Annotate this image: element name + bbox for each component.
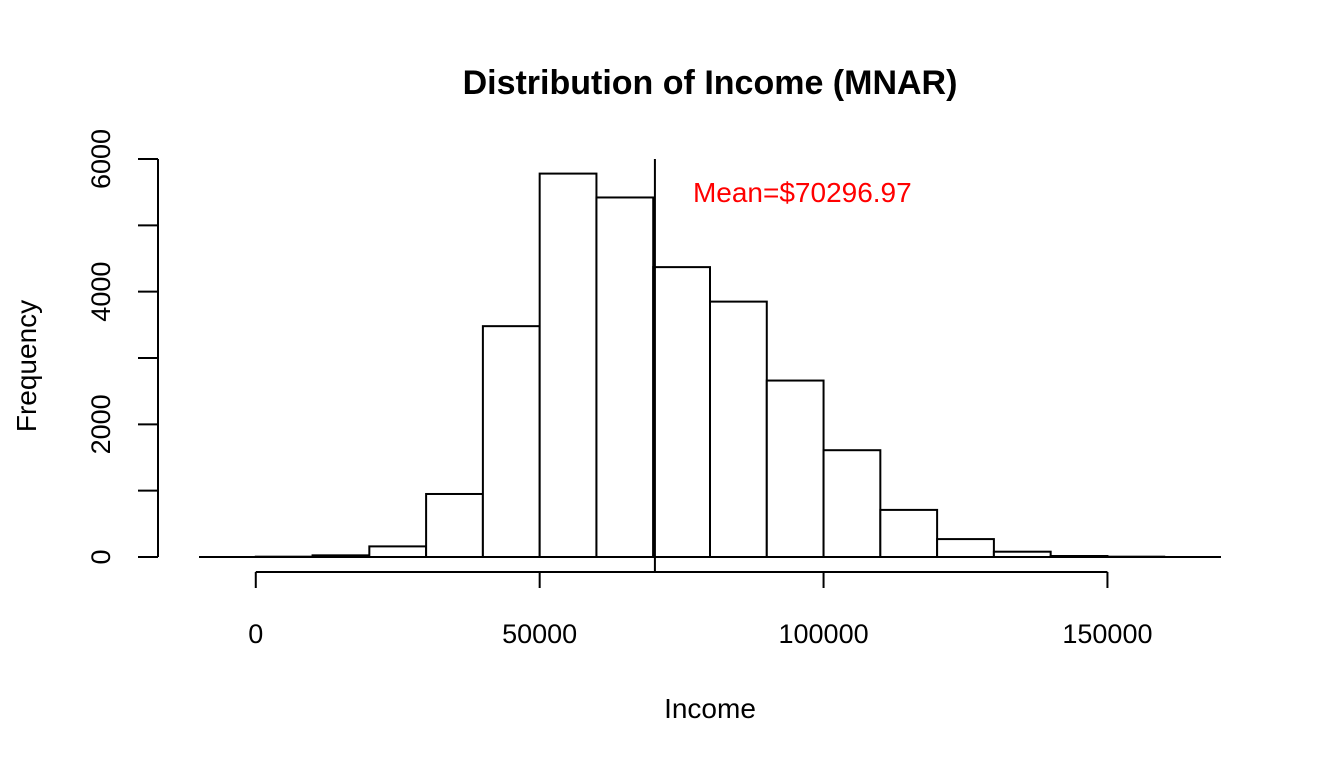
y-axis: 0 2000 4000 6000: [86, 129, 159, 565]
x-tick-label-3: 150000: [1062, 619, 1152, 649]
x-tick-label-2: 100000: [779, 619, 869, 649]
y-tick-label-2: 4000: [86, 262, 116, 322]
x-axis: 0 50000 100000 150000: [248, 571, 1152, 649]
x-tick-label-1: 50000: [502, 619, 577, 649]
chart-title: Distribution of Income (MNAR): [463, 64, 958, 102]
histogram-bar-6: [595, 196, 655, 558]
mean-annotation: Mean=$70296.97: [693, 177, 912, 208]
histogram-bar-8: [709, 300, 768, 558]
x-axis-label: Income: [664, 693, 756, 724]
y-axis-label: Frequency: [11, 300, 42, 432]
histogram-bar-3: [425, 492, 484, 559]
histogram-bar-10: [822, 449, 882, 559]
histogram-bar-11: [879, 508, 939, 558]
histogram-bar-12: [936, 538, 995, 559]
histogram-bar-9: [765, 379, 825, 559]
y-tick-label-3: 6000: [86, 129, 116, 189]
y-tick-label-0: 0: [86, 549, 116, 564]
histogram-bars: [254, 172, 1166, 559]
y-tick-label-1: 2000: [86, 394, 116, 454]
histogram-bar-7: [652, 266, 712, 558]
histogram-bar-5: [538, 172, 598, 559]
x-tick-label-0: 0: [248, 619, 263, 649]
histogram-bar-2: [368, 545, 428, 558]
histogram-bar-4: [481, 325, 541, 558]
